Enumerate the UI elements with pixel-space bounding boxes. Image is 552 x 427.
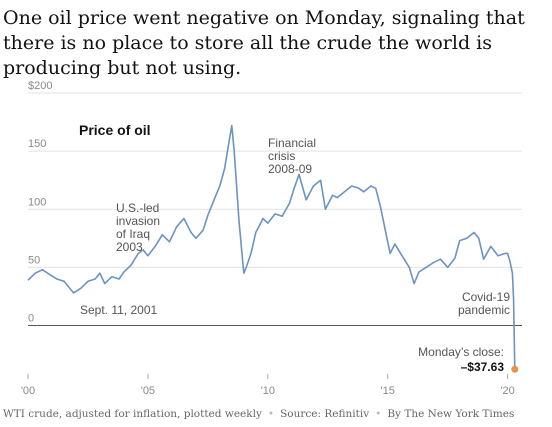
x-tick-label: '15 bbox=[381, 385, 395, 397]
headline: One oil price went negative on Monday, s… bbox=[3, 7, 525, 79]
y-tick-label: 100 bbox=[28, 196, 46, 208]
price-line bbox=[27, 124, 516, 370]
footer-caption: WTI crude, adjusted for inflation, plott… bbox=[3, 408, 262, 420]
chart-title: Price of oil bbox=[79, 122, 151, 138]
annotation-line: U.S.-led bbox=[116, 201, 159, 215]
annotation-line: pandemic bbox=[458, 303, 510, 317]
y-tick-label: $200 bbox=[28, 80, 52, 92]
annotation-line: Sept. 11, 2001 bbox=[80, 303, 158, 317]
x-tick-label: '00 bbox=[21, 385, 35, 397]
y-tick-label: 150 bbox=[28, 138, 46, 150]
close-marker bbox=[511, 365, 519, 373]
annotation-line: of Iraq bbox=[116, 227, 150, 241]
footer-source: Source: Refinitiv bbox=[280, 408, 370, 420]
annotation-line: 2003 bbox=[116, 240, 143, 254]
annotation-line: crisis bbox=[268, 149, 295, 163]
x-tick-label: '10 bbox=[261, 385, 275, 397]
annotation-line: 2008-09 bbox=[268, 162, 312, 176]
close-value: –$37.63 bbox=[461, 360, 505, 374]
footer-credit: By The New York Times bbox=[387, 408, 515, 420]
y-tick-label: 0 bbox=[28, 313, 34, 325]
y-tick-label: 50 bbox=[28, 254, 40, 266]
annotation-line: Financial bbox=[268, 136, 316, 150]
footer-separator: • bbox=[267, 408, 275, 420]
annotation-line: Covid-19 bbox=[462, 290, 510, 304]
x-tick-label: '20 bbox=[500, 385, 514, 397]
annotation-line: invasion bbox=[116, 214, 160, 228]
footer-separator: • bbox=[375, 408, 382, 420]
x-tick-label: '05 bbox=[141, 385, 155, 397]
close-label: Monday’s close: bbox=[418, 345, 504, 359]
footer: WTI crude, adjusted for inflation, plott… bbox=[3, 408, 552, 420]
